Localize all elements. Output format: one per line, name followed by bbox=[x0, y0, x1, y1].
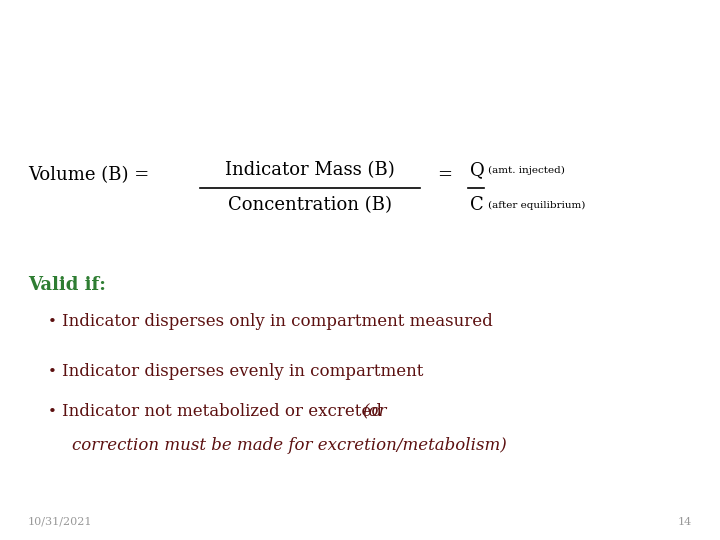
Text: C: C bbox=[470, 196, 484, 214]
Text: Volume (B) =: Volume (B) = bbox=[28, 166, 155, 184]
Text: Valid if:: Valid if: bbox=[28, 276, 106, 294]
Text: •: • bbox=[48, 405, 56, 419]
Text: Indicator disperses only in compartment measured: Indicator disperses only in compartment … bbox=[62, 314, 492, 330]
Text: Indicator Mass (B): Indicator Mass (B) bbox=[225, 161, 395, 179]
Text: (amt. injected): (amt. injected) bbox=[488, 165, 565, 174]
Text: (or: (or bbox=[362, 403, 387, 421]
Text: Indicator disperses evenly in compartment: Indicator disperses evenly in compartmen… bbox=[62, 363, 423, 381]
Text: 10/31/2021: 10/31/2021 bbox=[28, 517, 92, 527]
Text: Q: Q bbox=[470, 161, 485, 179]
Text: •: • bbox=[48, 315, 56, 329]
Text: correction must be made for excretion/metabolism): correction must be made for excretion/me… bbox=[72, 436, 507, 454]
Text: •: • bbox=[48, 365, 56, 379]
Text: =: = bbox=[438, 166, 452, 184]
Text: Concentration (B): Concentration (B) bbox=[228, 196, 392, 214]
Text: (after equilibrium): (after equilibrium) bbox=[488, 200, 585, 210]
Text: Indicator not metabolized or excreted: Indicator not metabolized or excreted bbox=[62, 403, 387, 421]
Text: 14: 14 bbox=[678, 517, 692, 527]
